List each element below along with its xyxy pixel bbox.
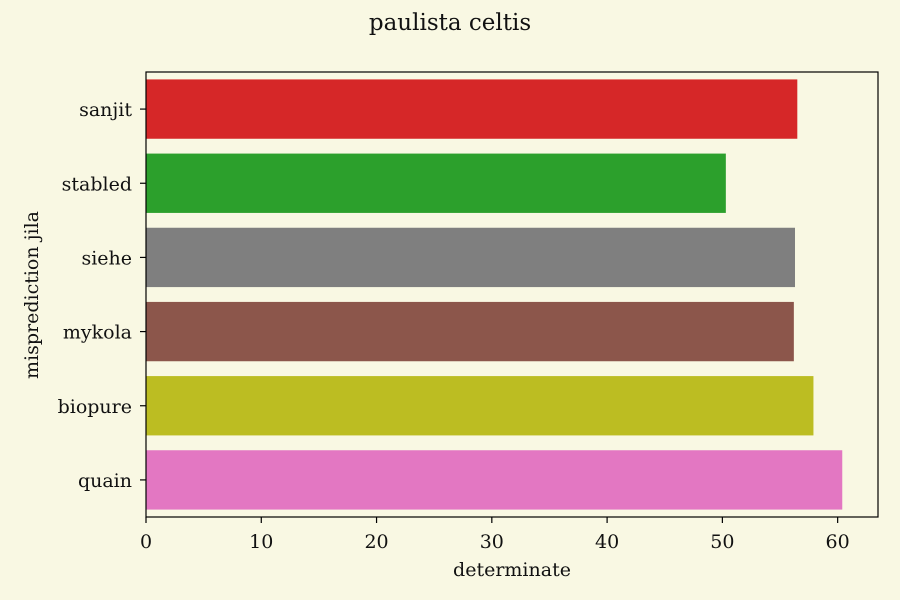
bar-stabled: [146, 153, 726, 213]
y-tick-label: biopure: [58, 396, 132, 418]
y-axis-title: misprediction jila: [21, 211, 43, 379]
x-tick-label: 30: [480, 531, 504, 553]
y-axis: sanjit stabled siehe mykola biopure quain: [58, 99, 146, 492]
bars-group: [146, 79, 843, 510]
x-tick-label: 50: [710, 531, 734, 553]
y-tick-label: sanjit: [79, 99, 132, 121]
plot-frame: [145, 71, 879, 518]
chart-title: paulista celtis: [369, 10, 531, 36]
x-tick-label: 60: [826, 531, 850, 553]
bar-siehe: [146, 227, 796, 288]
y-tick-label: stabled: [62, 173, 132, 195]
y-tick-label: quain: [78, 470, 132, 492]
x-axis-title: determinate: [453, 559, 571, 581]
x-tick-label: 10: [249, 531, 273, 553]
y-tick-label: siehe: [81, 247, 132, 269]
bar-sanjit: [146, 79, 798, 139]
bar-biopure: [146, 376, 814, 436]
bar-mykola: [146, 301, 794, 362]
y-tick-label: mykola: [63, 322, 132, 344]
x-tick-label: 0: [140, 531, 152, 553]
bar-quain: [146, 450, 843, 510]
x-axis: 0 10 20 30 40 50 60: [140, 517, 850, 553]
x-tick-label: 20: [364, 531, 388, 553]
x-tick-label: 40: [595, 531, 619, 553]
